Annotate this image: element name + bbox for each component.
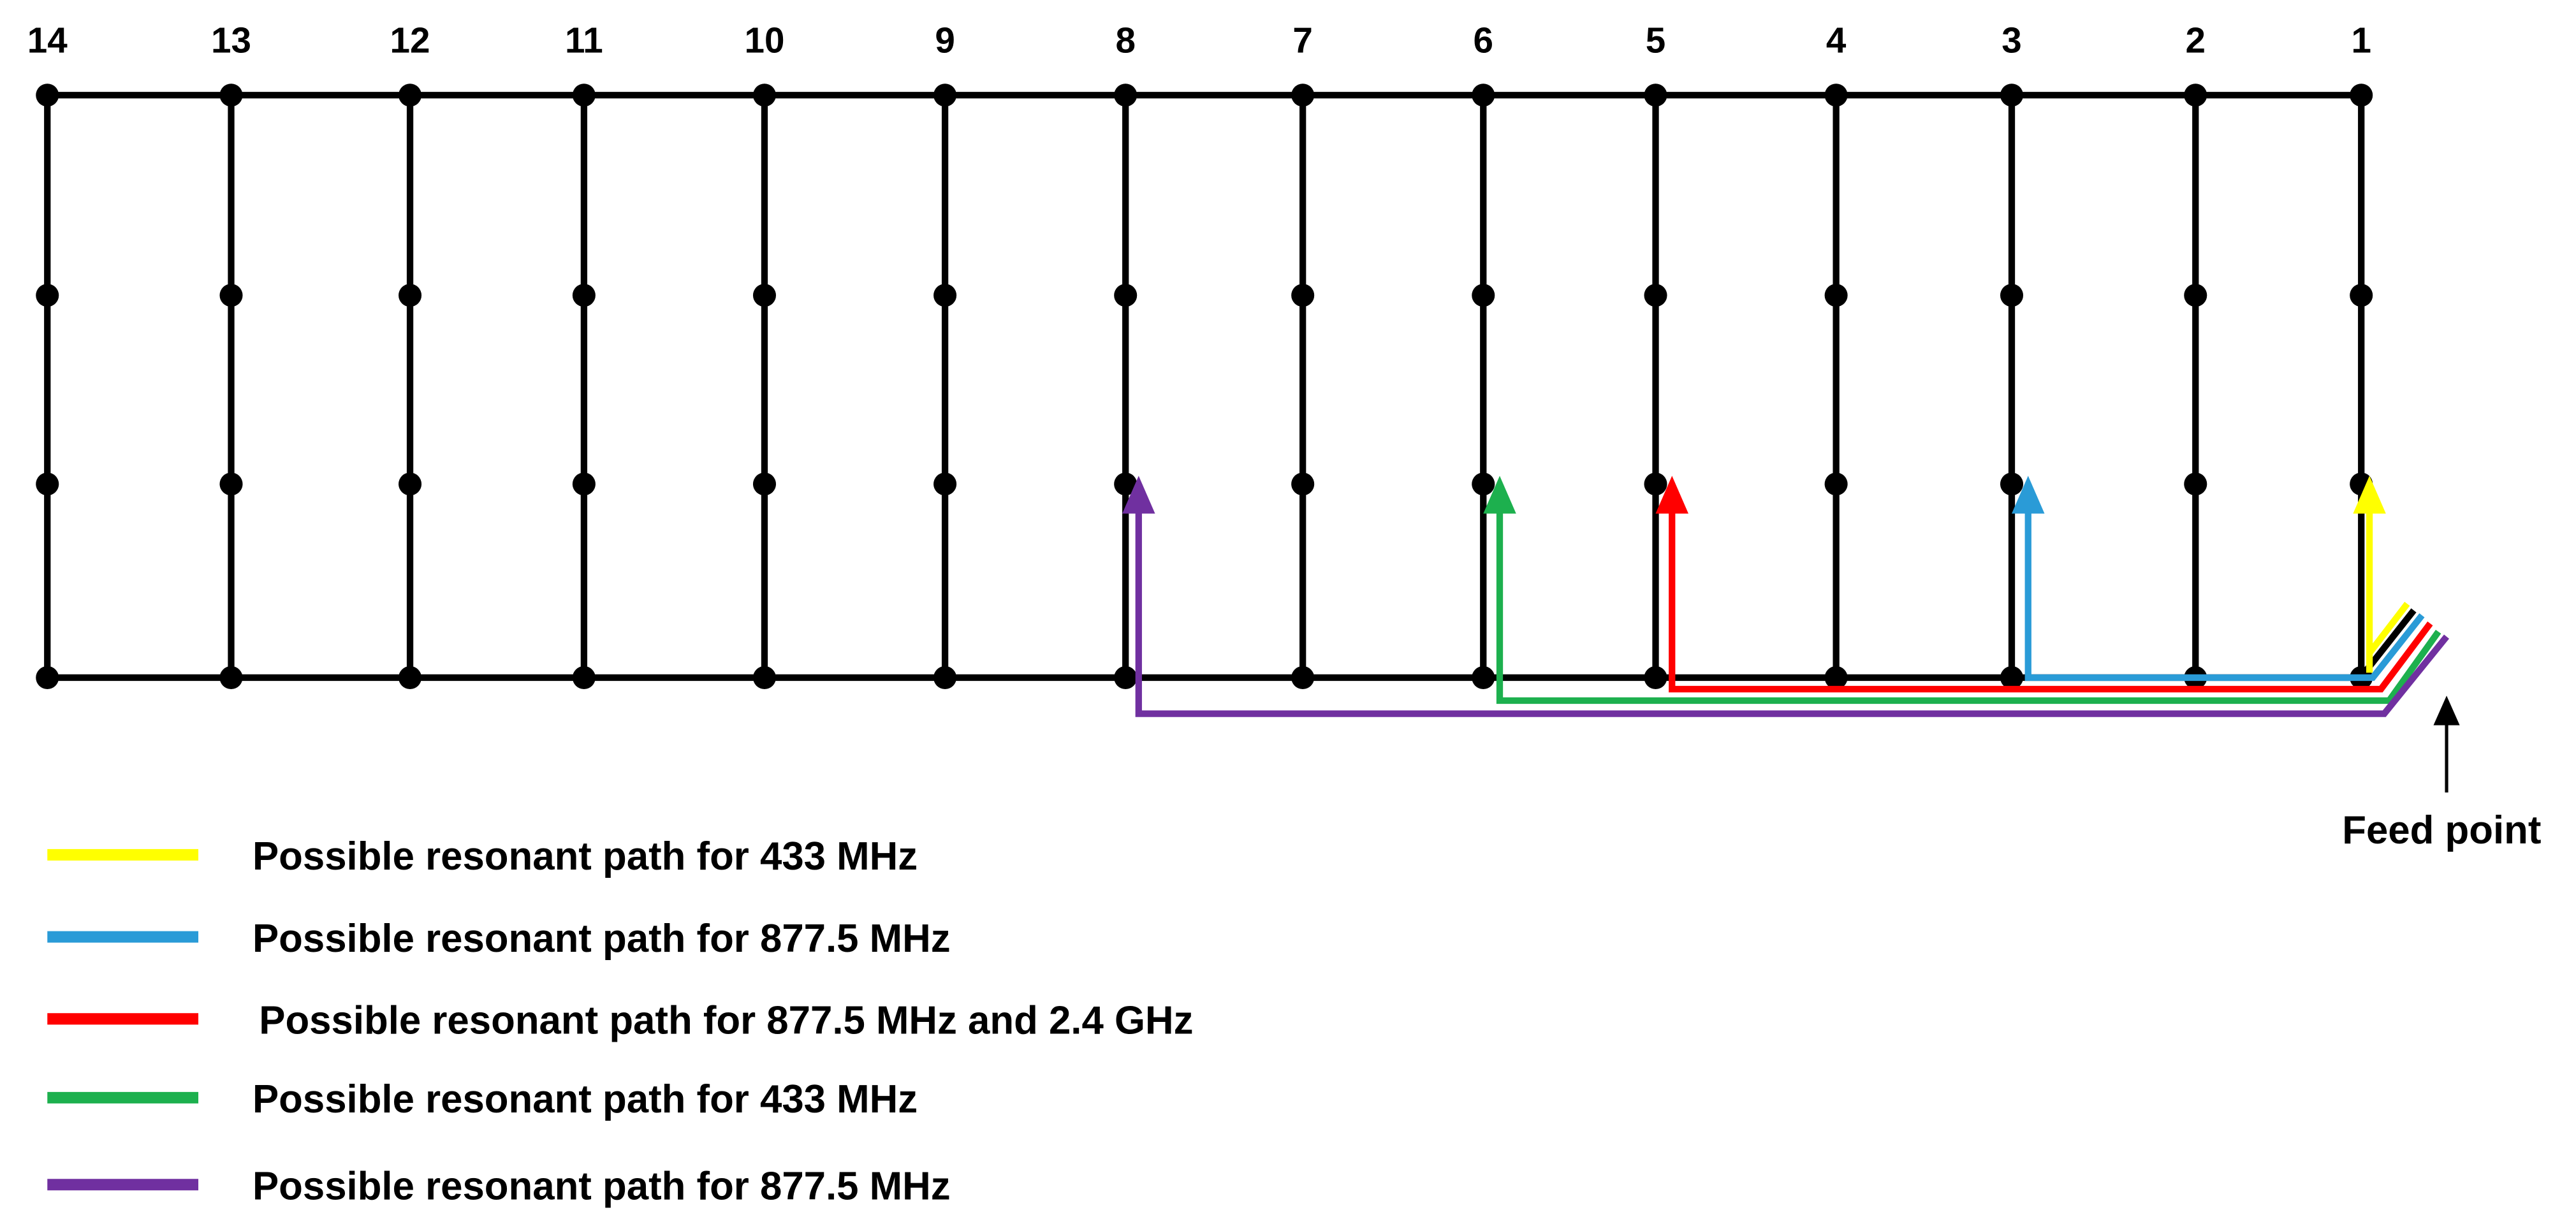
node xyxy=(1291,666,1315,689)
node xyxy=(2350,284,2373,307)
node xyxy=(1824,666,1848,689)
node xyxy=(2000,284,2024,307)
path-arrowhead xyxy=(1122,476,1155,514)
node xyxy=(1824,84,1848,107)
node xyxy=(752,284,776,307)
node xyxy=(2184,472,2207,496)
column-label: 2 xyxy=(2186,20,2206,60)
node xyxy=(1472,666,1495,689)
node xyxy=(219,666,243,689)
feed-arrow-head xyxy=(2433,696,2460,725)
node xyxy=(219,84,243,107)
legend-label: Possible resonant path for 433 MHz xyxy=(252,1077,918,1121)
node xyxy=(1824,472,1848,496)
node xyxy=(933,472,957,496)
legend-label: Possible resonant path for 433 MHz xyxy=(252,834,918,878)
node xyxy=(2350,84,2373,107)
node xyxy=(399,84,422,107)
node xyxy=(752,666,776,689)
node xyxy=(572,84,596,107)
feed-point-label: Feed point xyxy=(2342,808,2541,852)
node xyxy=(933,284,957,307)
node xyxy=(1644,84,1667,107)
node xyxy=(1824,284,1848,307)
path-arrowhead xyxy=(1483,476,1516,514)
path-arrowhead xyxy=(1655,476,1688,514)
node xyxy=(1472,284,1495,307)
column-label: 12 xyxy=(390,20,430,60)
column-label: 11 xyxy=(565,20,603,60)
node xyxy=(219,284,243,307)
column-label: 14 xyxy=(27,20,68,60)
resonant-path xyxy=(1135,512,2450,717)
node xyxy=(1114,472,1138,496)
node xyxy=(572,472,596,496)
node xyxy=(2000,472,2024,496)
node xyxy=(933,84,957,107)
node xyxy=(36,84,59,107)
resonant-path xyxy=(2024,512,2425,681)
node xyxy=(572,284,596,307)
node xyxy=(399,284,422,307)
node xyxy=(1291,284,1315,307)
node xyxy=(1114,84,1138,107)
path-arrowhead xyxy=(2012,476,2045,514)
legend-label: Possible resonant path for 877.5 MHz xyxy=(252,1164,951,1208)
node xyxy=(36,284,59,307)
path-arrowhead xyxy=(2353,476,2386,514)
column-label: 8 xyxy=(1115,20,1135,60)
node xyxy=(1472,84,1495,107)
column-label: 9 xyxy=(935,20,955,60)
node xyxy=(1472,472,1495,496)
resonant-path xyxy=(1669,512,2433,693)
node xyxy=(1644,472,1667,496)
node xyxy=(752,472,776,496)
node xyxy=(1644,666,1667,689)
node xyxy=(36,666,59,689)
column-label: 4 xyxy=(1826,20,1847,60)
node xyxy=(1114,666,1138,689)
node xyxy=(399,666,422,689)
node xyxy=(1114,284,1138,307)
column-label: 6 xyxy=(1474,20,1493,60)
node xyxy=(2184,84,2207,107)
column-label: 3 xyxy=(2002,20,2021,60)
column-label: 13 xyxy=(211,20,251,60)
node xyxy=(36,472,59,496)
resonant-path xyxy=(2366,512,2410,673)
node xyxy=(399,472,422,496)
legend-label: Possible resonant path for 877.5 MHz and… xyxy=(259,998,1193,1042)
node xyxy=(572,666,596,689)
node xyxy=(2184,284,2207,307)
node xyxy=(1291,84,1315,107)
resonant-path xyxy=(1496,512,2441,704)
column-label: 10 xyxy=(744,20,784,60)
node xyxy=(752,84,776,107)
node xyxy=(1291,472,1315,496)
column-label: 5 xyxy=(1646,20,1665,60)
node xyxy=(1644,284,1667,307)
node xyxy=(933,666,957,689)
column-label: 1 xyxy=(2351,20,2371,60)
node xyxy=(2000,84,2024,107)
node xyxy=(2000,666,2024,689)
legend-label: Possible resonant path for 877.5 MHz xyxy=(252,917,951,961)
node xyxy=(219,472,243,496)
column-label: 7 xyxy=(1292,20,1312,60)
